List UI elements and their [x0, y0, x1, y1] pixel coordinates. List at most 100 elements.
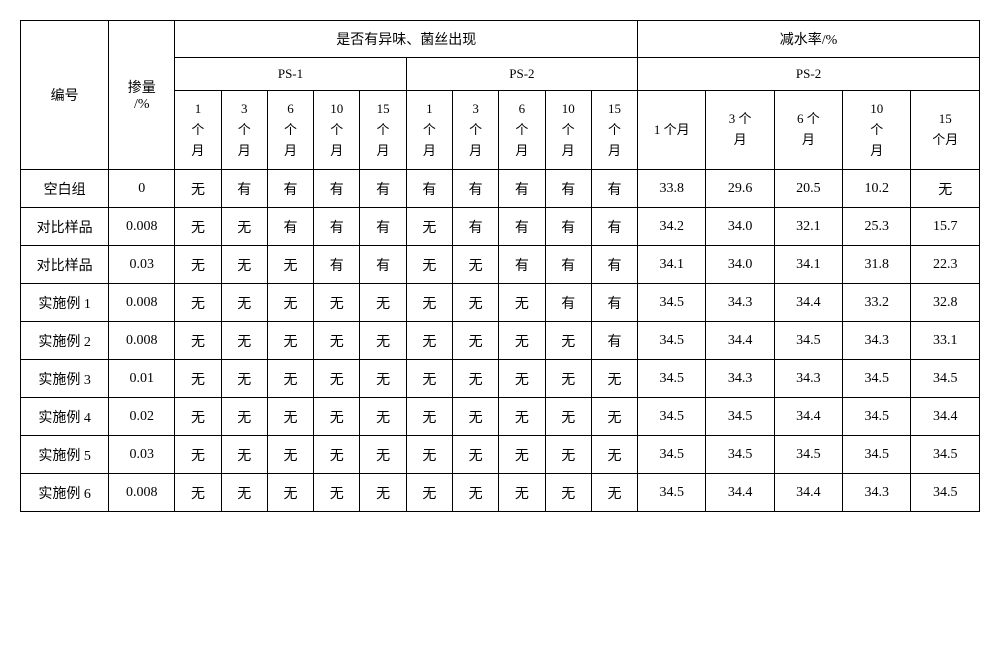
header-period: 15 个月	[911, 91, 980, 170]
row-amount: 0.03	[109, 436, 175, 474]
cell-ps2b: 10.2	[843, 170, 911, 208]
cell-ps1: 无	[314, 284, 360, 322]
cell-ps2b: 34.5	[843, 436, 911, 474]
cell-ps1: 无	[360, 284, 406, 322]
cell-ps2a: 有	[591, 170, 637, 208]
cell-ps2b: 33.1	[911, 322, 980, 360]
cell-ps2a: 有	[406, 170, 452, 208]
table-row: 对比样品0.008无无有有有无有有有有34.234.032.125.315.7	[21, 208, 980, 246]
cell-ps2a: 无	[452, 398, 498, 436]
cell-ps2b: 34.5	[911, 360, 980, 398]
header-period: 6 个 月	[774, 91, 842, 170]
cell-ps2b: 29.6	[706, 170, 774, 208]
cell-ps2b: 34.1	[638, 246, 706, 284]
cell-ps2b: 25.3	[843, 208, 911, 246]
cell-ps1: 无	[221, 474, 267, 512]
cell-ps1: 有	[314, 246, 360, 284]
cell-ps1: 无	[175, 208, 221, 246]
cell-ps2a: 无	[406, 436, 452, 474]
cell-ps2b: 34.5	[843, 398, 911, 436]
cell-ps1: 无	[267, 284, 313, 322]
header-group2: 减水率/%	[638, 21, 980, 58]
cell-ps1: 无	[360, 360, 406, 398]
cell-ps2b: 34.0	[706, 208, 774, 246]
table-body: 空白组0无有有有有有有有有有33.829.620.510.2无对比样品0.008…	[21, 170, 980, 512]
cell-ps2b: 34.3	[843, 474, 911, 512]
header-group1: 是否有异味、菌丝出现	[175, 21, 638, 58]
cell-ps1: 无	[175, 170, 221, 208]
cell-ps2a: 无	[499, 322, 545, 360]
cell-ps1: 无	[221, 284, 267, 322]
cell-ps1: 无	[267, 436, 313, 474]
cell-ps2b: 20.5	[774, 170, 842, 208]
cell-ps1: 无	[267, 474, 313, 512]
row-label: 实施例 3	[21, 360, 109, 398]
cell-ps2a: 无	[499, 398, 545, 436]
header-period: 1 个 月	[175, 91, 221, 170]
cell-ps1: 无	[221, 322, 267, 360]
cell-ps2a: 无	[545, 360, 591, 398]
cell-ps2b: 31.8	[843, 246, 911, 284]
cell-ps2a: 有	[452, 170, 498, 208]
cell-ps1: 无	[175, 474, 221, 512]
cell-ps1: 无	[360, 474, 406, 512]
cell-ps2a: 无	[452, 246, 498, 284]
cell-ps2b: 34.5	[911, 436, 980, 474]
cell-ps2b: 34.5	[774, 322, 842, 360]
cell-ps1: 有	[360, 170, 406, 208]
cell-ps2a: 无	[545, 322, 591, 360]
header-period: 15 个 月	[591, 91, 637, 170]
row-amount: 0.008	[109, 474, 175, 512]
cell-ps2a: 无	[406, 246, 452, 284]
cell-ps2b: 33.8	[638, 170, 706, 208]
table-row: 实施例 40.02无无无无无无无无无无34.534.534.434.534.4	[21, 398, 980, 436]
cell-ps2b: 34.2	[638, 208, 706, 246]
row-label: 对比样品	[21, 246, 109, 284]
cell-ps2b: 15.7	[911, 208, 980, 246]
header-period: 1 个月	[638, 91, 706, 170]
header-ps2a: PS-2	[406, 58, 637, 91]
cell-ps2b: 34.4	[706, 474, 774, 512]
cell-ps2b: 34.5	[911, 474, 980, 512]
cell-ps2b: 34.4	[774, 284, 842, 322]
cell-ps1: 无	[314, 474, 360, 512]
cell-ps1: 无	[267, 322, 313, 360]
header-period: 1 个 月	[406, 91, 452, 170]
row-amount: 0.02	[109, 398, 175, 436]
cell-ps2b: 34.3	[706, 360, 774, 398]
cell-ps1: 有	[267, 208, 313, 246]
cell-ps1: 无	[314, 398, 360, 436]
cell-ps2b: 34.5	[638, 398, 706, 436]
row-label: 实施例 5	[21, 436, 109, 474]
cell-ps2b: 34.4	[911, 398, 980, 436]
cell-ps2a: 无	[406, 474, 452, 512]
cell-ps2a: 有	[452, 208, 498, 246]
cell-ps2b: 34.3	[843, 322, 911, 360]
cell-ps2a: 有	[545, 170, 591, 208]
cell-ps2a: 有	[591, 246, 637, 284]
cell-ps1: 有	[360, 246, 406, 284]
cell-ps1: 无	[314, 360, 360, 398]
header-period: 3 个 月	[706, 91, 774, 170]
cell-ps2b: 34.5	[638, 436, 706, 474]
cell-ps1: 无	[267, 360, 313, 398]
header-period: 6 个 月	[499, 91, 545, 170]
cell-ps1: 无	[175, 322, 221, 360]
data-table: 编号 掺量 /% 是否有异味、菌丝出现 减水率/% PS-1 PS-2 PS-2…	[20, 20, 980, 512]
cell-ps1: 无	[175, 360, 221, 398]
cell-ps1: 无	[221, 208, 267, 246]
cell-ps2b: 34.1	[774, 246, 842, 284]
row-label: 实施例 2	[21, 322, 109, 360]
row-label: 空白组	[21, 170, 109, 208]
cell-ps1: 无	[360, 398, 406, 436]
cell-ps2a: 无	[406, 322, 452, 360]
cell-ps2a: 无	[406, 284, 452, 322]
cell-ps2a: 无	[591, 474, 637, 512]
cell-ps2b: 34.4	[706, 322, 774, 360]
header-period: 3 个 月	[221, 91, 267, 170]
cell-ps2a: 无	[499, 360, 545, 398]
cell-ps2b: 34.5	[638, 322, 706, 360]
table-row: 实施例 50.03无无无无无无无无无无34.534.534.534.534.5	[21, 436, 980, 474]
header-period: 15 个 月	[360, 91, 406, 170]
cell-ps2a: 无	[452, 284, 498, 322]
